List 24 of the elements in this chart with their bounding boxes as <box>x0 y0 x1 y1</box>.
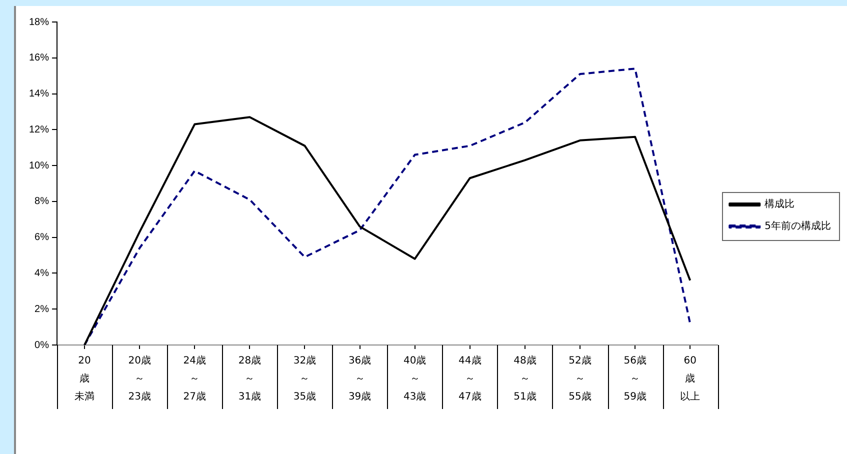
legend-label: 5年前の構成比 <box>764 220 832 232</box>
x-tick-label: 20歳未満 <box>74 356 95 403</box>
y-tick-label: 4% <box>34 268 50 279</box>
x-tick-label: 56歳～59歳 <box>624 354 646 403</box>
x-tick-label: 36歳～39歳 <box>348 354 372 403</box>
y-tick-label: 16% <box>29 52 50 64</box>
x-tick-label: 32歳～35歳 <box>293 354 316 403</box>
y-tick-label: 2% <box>34 304 50 315</box>
x-tick-label: 44歳～47歳 <box>458 354 482 403</box>
x-tick-label: 48歳～51歳 <box>514 354 536 403</box>
x-tick-label: 24歳～27歳 <box>183 354 206 403</box>
y-tick-label: 10% <box>29 160 50 172</box>
y-tick-label: 8% <box>34 196 50 208</box>
x-tick-label: 20歳～23歳 <box>128 354 151 403</box>
x-tick-label: 52歳～55歳 <box>568 354 592 403</box>
y-tick-label: 14% <box>29 88 50 100</box>
y-tick-label: 12% <box>29 124 50 136</box>
y-tick-label: 6% <box>34 232 50 244</box>
y-tick-label: 18% <box>29 16 50 28</box>
x-tick-label: 28歳～31歳 <box>238 354 262 403</box>
y-tick-label: 0% <box>34 340 50 351</box>
x-tick-label: 60歳以上 <box>680 356 700 403</box>
legend-label: 構成比 <box>764 198 795 210</box>
x-tick-label: 40歳～43歳 <box>403 354 426 403</box>
